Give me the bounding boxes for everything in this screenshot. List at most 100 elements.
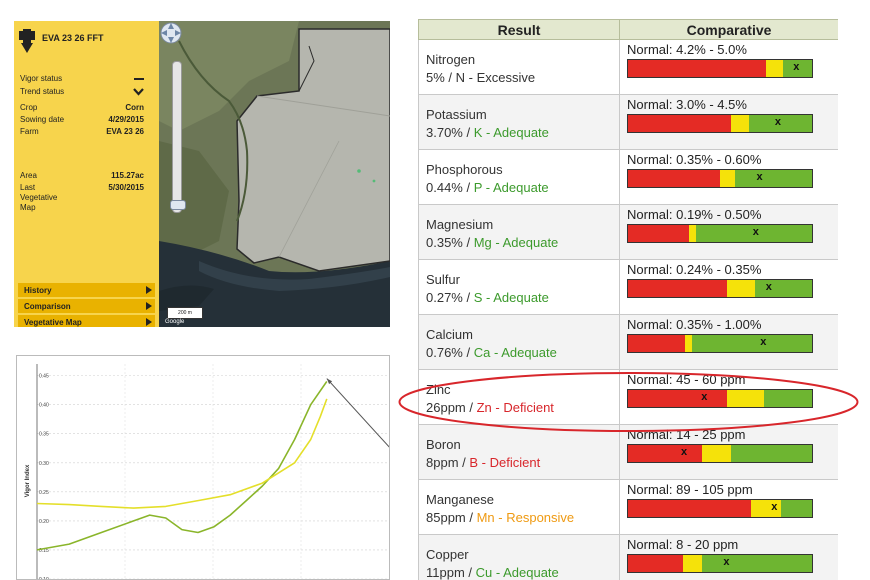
element-symbol: Cu <box>475 565 493 580</box>
trend-status-row: Trend status <box>20 87 144 98</box>
crop-row: Crop Corn <box>20 103 144 114</box>
normal-range: Normal: 4.2% - 5.0% <box>627 42 747 57</box>
status-label: Adequate <box>493 125 549 140</box>
value-marker: x <box>756 171 763 183</box>
concentration: 11ppm <box>426 565 465 580</box>
element-symbol: P <box>473 180 483 195</box>
bar-low-segment <box>628 445 702 462</box>
element-symbol: B <box>469 455 479 470</box>
map-credit: Google <box>165 319 185 325</box>
arrow-right-icon <box>146 286 152 294</box>
table-row: Manganese 85ppm / Mn - Responsive Normal: … <box>418 479 838 535</box>
comparative-bar: x <box>627 169 813 188</box>
normal-range: Normal: 0.35% - 1.00% <box>627 317 762 332</box>
pan-control-icon[interactable] <box>159 21 183 45</box>
result-cell: Sulfur 0.27% / S - Adequate <box>418 259 620 315</box>
bar-normal-segment <box>727 280 755 297</box>
last-map-label: Last Vegetative Map <box>20 183 58 212</box>
status-label: Adequate <box>502 235 559 250</box>
nutrient-name: Phosphorous <box>426 162 503 177</box>
element-symbol: Mg <box>473 235 492 250</box>
farm-row: Farm EVA 23 26 <box>20 127 144 138</box>
annotation-arrowhead <box>326 378 333 385</box>
value-marker: x <box>771 501 778 513</box>
last-map-value: 5/30/2015 <box>108 183 144 192</box>
nav-history[interactable]: History <box>18 283 155 297</box>
nutrient-result: 3.70% / K - Adequate <box>426 125 549 140</box>
bar-low-segment <box>628 225 689 242</box>
nav-vegetative-map[interactable]: Vegetative Map <box>18 315 155 327</box>
nutrient-results-table: Result Comparative Nitrogen 5% / N - Exce… <box>418 19 838 580</box>
bar-high-segment <box>731 445 812 462</box>
bar-normal-segment <box>685 335 693 352</box>
vigor-index-chart: 0.45 0.40 0.35 0.30 0.25 0.20 0.15 0.10 Vigor I… <box>16 355 390 580</box>
nutrient-name: Copper <box>426 547 469 562</box>
concentration: 5% <box>426 70 445 85</box>
comparative-cell: Normal: 45 - 60 ppm x <box>619 369 838 425</box>
bar-normal-segment <box>751 500 781 517</box>
comparative-bar: x <box>627 499 813 518</box>
y-tick-label: 0.45 <box>39 374 49 380</box>
nav-comparison[interactable]: Comparison <box>18 299 155 313</box>
annotation-arrow <box>326 378 389 448</box>
bar-normal-segment <box>683 555 702 572</box>
bar-high-segment <box>692 335 812 352</box>
status-label: Deficient <box>489 455 541 470</box>
comparative-bar: x <box>627 224 813 243</box>
zoom-slider-thumb[interactable] <box>170 200 186 210</box>
nav-history-label: History <box>24 286 52 295</box>
value-marker: x <box>681 446 688 458</box>
nutrient-result: 11ppm / Cu - Adequate <box>426 565 559 580</box>
chart-annotation <box>326 378 389 448</box>
nutrient-name: Sulfur <box>426 272 460 287</box>
field-title: EVA 23 26 FFT <box>42 33 104 43</box>
concentration: 3.70% <box>426 125 463 140</box>
nutrient-result: 0.27% / S - Adequate <box>426 290 549 305</box>
satellite-map[interactable]: 200 m Google <box>159 21 390 327</box>
comparative-bar: x <box>627 554 813 573</box>
status-label: Adequate <box>503 565 559 580</box>
normal-range: Normal: 0.19% - 0.50% <box>627 207 762 222</box>
comparative-cell: Normal: 4.2% - 5.0% x <box>619 39 838 95</box>
result-cell: Magnesium 0.35% / Mg - Adequate <box>418 204 620 260</box>
normal-range: Normal: 0.24% - 0.35% <box>627 262 762 277</box>
nutrient-name: Potassium <box>426 107 487 122</box>
nutrient-result: 5% / N - Excessive <box>426 70 536 85</box>
bar-low-segment <box>628 60 766 77</box>
bar-low-segment <box>628 335 685 352</box>
trend-status-label: Trend status <box>20 87 65 96</box>
bar-high-segment <box>764 390 812 407</box>
comparative-cell: Normal: 0.24% - 0.35% x <box>619 259 838 315</box>
farm-value: EVA 23 26 <box>106 127 144 136</box>
bar-high-segment <box>755 280 812 297</box>
last-map-row: Last Vegetative Map 5/30/2015 <box>20 183 144 217</box>
concentration: 0.76% <box>426 345 463 360</box>
nutrient-result: 85ppm / Mn - Responsive <box>426 510 575 525</box>
nutrient-result: 0.76% / Ca - Adequate <box>426 345 557 360</box>
comparative-bar: x <box>627 334 813 353</box>
concentration: 0.44% <box>426 180 463 195</box>
status-label: Adequate <box>493 290 549 305</box>
farm-label: Farm <box>20 127 39 136</box>
comparative-cell: Normal: 0.35% - 0.60% x <box>619 149 838 205</box>
bar-normal-segment <box>688 225 697 242</box>
zoom-slider[interactable] <box>170 61 186 213</box>
result-cell: Manganese 85ppm / Mn - Responsive <box>418 479 620 535</box>
area-label: Area <box>20 171 37 180</box>
bar-high-segment <box>780 500 812 517</box>
bar-low-segment <box>628 555 684 572</box>
area-value: 115.27ac <box>111 171 144 180</box>
y-tick-label: 0.25 <box>39 490 49 496</box>
y-axis-label: Vigor Index <box>25 464 31 497</box>
bar-normal-segment <box>720 170 735 187</box>
nutrient-name: Zinc <box>426 382 451 397</box>
table-row: Nitrogen 5% / N - Excessive Normal: 4.2% -… <box>418 39 838 95</box>
nutrient-name: Calcium <box>426 327 473 342</box>
bar-normal-segment <box>701 445 731 462</box>
comparative-bar: x <box>627 114 813 133</box>
table-row: Magnesium 0.35% / Mg - Adequate Normal: 0.… <box>418 204 838 260</box>
comparative-cell: Normal: 8 - 20 ppm x <box>619 534 838 580</box>
element-symbol: Ca <box>473 345 491 360</box>
concentration: 85ppm <box>426 510 466 525</box>
status-label: Adequate <box>493 180 549 195</box>
